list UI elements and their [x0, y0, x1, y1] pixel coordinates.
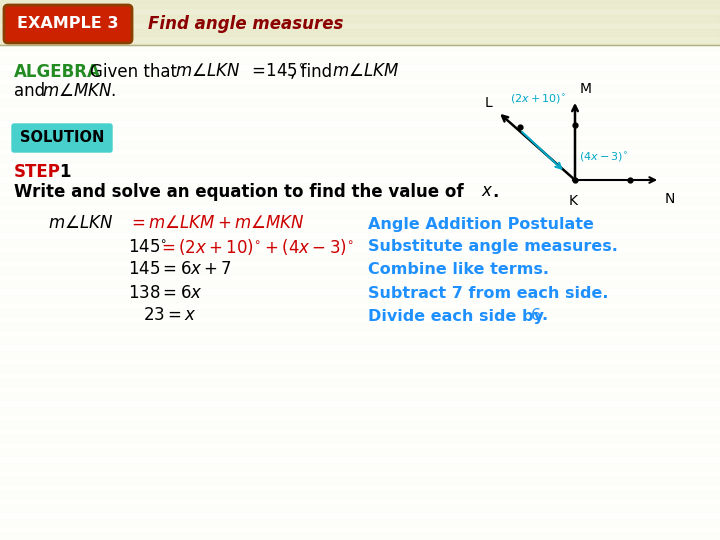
- Text: L: L: [485, 96, 492, 110]
- Bar: [0, 253, 720, 260]
- Text: $m\angle LKM$: $m\angle LKM$: [332, 64, 399, 80]
- Bar: [0, 211, 720, 218]
- Text: Subtract 7 from each side.: Subtract 7 from each side.: [368, 286, 608, 300]
- Text: $(2x + 10)^{\circ}$: $(2x + 10)^{\circ}$: [510, 93, 566, 106]
- Bar: [0, 295, 720, 302]
- Bar: [0, 239, 720, 246]
- Bar: [0, 113, 720, 120]
- Text: SOLUTION: SOLUTION: [20, 131, 104, 145]
- Text: $= (2x + 10)^{\circ} + (4x - 3)^{\circ}$: $= (2x + 10)^{\circ} + (4x - 3)^{\circ}$: [158, 237, 354, 257]
- Text: $m\angle MKN.$: $m\angle MKN.$: [42, 83, 117, 99]
- Text: STEP: STEP: [14, 163, 61, 181]
- Bar: [0, 323, 720, 330]
- Text: $6$: $6$: [530, 307, 541, 325]
- Bar: [0, 197, 720, 204]
- FancyBboxPatch shape: [4, 5, 132, 43]
- Text: $x$: $x$: [481, 184, 493, 200]
- Bar: [0, 1, 720, 8]
- Bar: [0, 379, 720, 386]
- Text: N: N: [665, 192, 675, 206]
- Text: $23 = x$: $23 = x$: [143, 307, 197, 325]
- Bar: [0, 43, 720, 50]
- Text: Write and solve an equation to find the value of: Write and solve an equation to find the …: [14, 183, 469, 201]
- Bar: [0, 337, 720, 344]
- Bar: [0, 407, 720, 414]
- Bar: [0, 463, 720, 470]
- Bar: [0, 351, 720, 358]
- Bar: [0, 491, 720, 498]
- Bar: [0, 99, 720, 106]
- Text: Substitute angle measures.: Substitute angle measures.: [368, 240, 618, 254]
- Text: $145^{\circ}$: $145^{\circ}$: [128, 239, 167, 255]
- Bar: [0, 169, 720, 176]
- Bar: [0, 365, 720, 372]
- Bar: [0, 477, 720, 484]
- Bar: [0, 449, 720, 456]
- Bar: [0, 435, 720, 442]
- Text: $= m\angle LKM + m\angle MKN$: $= m\angle LKM + m\angle MKN$: [128, 215, 305, 233]
- Text: $m\angle LKN$: $m\angle LKN$: [48, 215, 113, 233]
- Bar: [0, 141, 720, 148]
- Text: $=\!145^{\circ}$: $=\!145^{\circ}$: [248, 64, 305, 80]
- Bar: [0, 505, 720, 512]
- Bar: [0, 533, 720, 540]
- Text: .: .: [541, 308, 547, 323]
- Text: EXAMPLE 3: EXAMPLE 3: [17, 17, 119, 31]
- Bar: [0, 15, 720, 22]
- Text: Angle Addition Postulate: Angle Addition Postulate: [368, 217, 594, 232]
- Text: Combine like terms.: Combine like terms.: [368, 262, 549, 278]
- Text: and: and: [14, 82, 50, 100]
- FancyBboxPatch shape: [12, 124, 112, 152]
- Bar: [0, 71, 720, 78]
- Text: .: .: [492, 183, 498, 201]
- Text: , find: , find: [290, 63, 338, 81]
- Bar: [0, 127, 720, 134]
- Bar: [0, 267, 720, 274]
- Text: Divide each side by: Divide each side by: [368, 308, 549, 323]
- Bar: [0, 85, 720, 92]
- Bar: [0, 0, 720, 45]
- Bar: [0, 29, 720, 36]
- Text: M: M: [580, 82, 592, 96]
- Text: $(4x - 3)^{\circ}$: $(4x - 3)^{\circ}$: [579, 151, 628, 164]
- Text: ALGEBRA: ALGEBRA: [14, 63, 101, 81]
- Text: $m\angle LKN$: $m\angle LKN$: [175, 64, 240, 80]
- Text: Find angle measures: Find angle measures: [148, 15, 343, 33]
- Text: $145 = 6x + 7$: $145 = 6x + 7$: [128, 261, 232, 279]
- Text: $138 = 6x$: $138 = 6x$: [128, 285, 203, 301]
- Bar: [0, 57, 720, 64]
- Bar: [0, 155, 720, 162]
- Text: Given that: Given that: [90, 63, 182, 81]
- Bar: [0, 519, 720, 526]
- Bar: [0, 421, 720, 428]
- Text: K: K: [569, 194, 577, 208]
- Text: 1: 1: [59, 163, 71, 181]
- Bar: [0, 281, 720, 288]
- Bar: [0, 183, 720, 190]
- Bar: [0, 225, 720, 232]
- Bar: [0, 393, 720, 400]
- Bar: [0, 309, 720, 316]
